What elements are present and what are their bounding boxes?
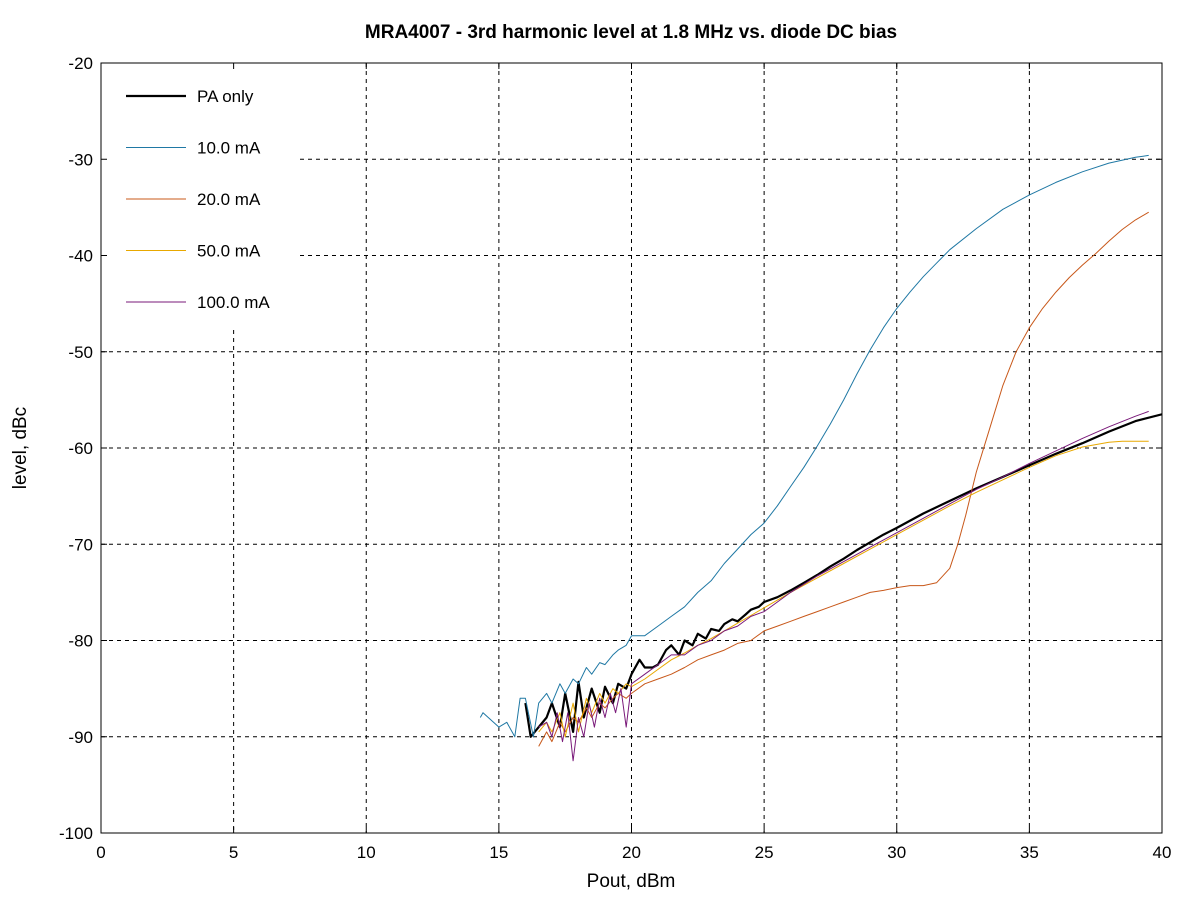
legend-label-4: 100.0 mA xyxy=(197,293,270,312)
x-tick-label: 20 xyxy=(622,843,641,862)
y-tick-label: -70 xyxy=(68,535,93,554)
y-tick-label: -50 xyxy=(68,343,93,362)
y-tick-label: -60 xyxy=(68,439,93,458)
y-tick-label: -100 xyxy=(59,824,93,843)
legend-label-3: 50.0 mA xyxy=(197,242,261,261)
x-tick-label: 15 xyxy=(489,843,508,862)
y-tick-label: -80 xyxy=(68,632,93,651)
legend-label-1: 10.0 mA xyxy=(197,139,261,158)
y-tick-label: -30 xyxy=(68,150,93,169)
x-tick-label: 10 xyxy=(357,843,376,862)
series-line-2 xyxy=(538,211,1149,747)
y-tick-label: -20 xyxy=(68,54,93,73)
y-tick-label: -90 xyxy=(68,728,93,747)
x-tick-label: 0 xyxy=(96,843,105,862)
x-tick-label: 5 xyxy=(229,843,238,862)
x-tick-label: 40 xyxy=(1153,843,1172,862)
legend: PA only 10.0 mA 20.0 mA 50.0 mA 100.0 mA xyxy=(126,87,270,312)
axis-ticks: 0 5 10 15 20 25 30 35 40 -100 -90 -80 -70 -60 -50 -40 -3… xyxy=(59,54,1171,862)
grid-lines xyxy=(101,63,1162,833)
chart-title: MRA4007 - 3rd harmonic level at 1.8 MHz … xyxy=(365,22,897,43)
y-axis-label: level, dBc xyxy=(10,407,31,489)
plot-frame xyxy=(100,62,1163,834)
x-tick-label: 25 xyxy=(755,843,774,862)
series-line-4 xyxy=(538,410,1149,762)
x-tick-label: 30 xyxy=(887,843,906,862)
x-axis-label: Pout, dBm xyxy=(587,871,676,892)
series-line-3 xyxy=(538,440,1149,738)
legend-label-2: 20.0 mA xyxy=(197,190,261,209)
legend-label-0: PA only xyxy=(197,87,254,106)
series-line-1 xyxy=(479,154,1149,738)
y-tick-label: -40 xyxy=(68,247,93,266)
x-tick-label: 35 xyxy=(1020,843,1039,862)
series-lines xyxy=(479,154,1162,762)
